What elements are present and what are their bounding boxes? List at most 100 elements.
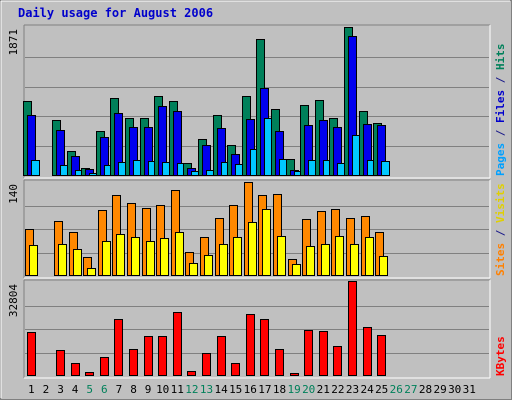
bar-kbytes-day-12 xyxy=(187,371,196,376)
x-tick-label-day-7: 7 xyxy=(116,383,123,396)
bar-visits-day-9 xyxy=(146,241,155,276)
x-tick-label-day-19: 19 xyxy=(287,383,300,396)
bar-kbytes-day-20 xyxy=(304,330,313,376)
bar-pages-day-1 xyxy=(31,160,40,176)
bar-kbytes-day-10 xyxy=(158,336,167,376)
bar-kbytes-day-11 xyxy=(173,312,182,376)
bar-kbytes-day-21 xyxy=(319,331,328,376)
bar-visits-day-11 xyxy=(175,232,184,276)
bar-kbytes-day-14 xyxy=(217,336,226,376)
panel-hits-files-pages: 1871 Pages / Files / Hits xyxy=(7,24,507,179)
bar-kbytes-day-24 xyxy=(363,327,372,376)
bar-visits-day-14 xyxy=(219,244,228,276)
x-tick-label-day-17: 17 xyxy=(258,383,271,396)
x-tick-label-day-15: 15 xyxy=(229,383,242,396)
legend-part: Pages xyxy=(494,143,507,176)
legend-part: Hits xyxy=(494,44,507,71)
bar-kbytes-day-9 xyxy=(144,336,153,376)
legend-part: / xyxy=(494,123,507,143)
x-tick-label-day-8: 8 xyxy=(130,383,137,396)
bar-kbytes-day-23 xyxy=(348,281,357,376)
bar-kbytes-day-7 xyxy=(114,319,123,376)
x-tick-label-day-26: 26 xyxy=(390,383,403,396)
x-tick-label-day-10: 10 xyxy=(156,383,169,396)
bar-visits-day-24 xyxy=(365,237,374,276)
legend-part: Files xyxy=(494,90,507,123)
legend-part: KBytes xyxy=(494,336,507,376)
bar-visits-day-23 xyxy=(350,244,359,276)
bar-kbytes-day-25 xyxy=(377,335,386,376)
bar-kbytes-day-5 xyxy=(85,372,94,376)
x-tick-label-day-1: 1 xyxy=(28,383,35,396)
x-tick-label-day-12: 12 xyxy=(185,383,198,396)
bar-kbytes-day-19 xyxy=(290,373,299,376)
x-axis: 1 2 3 4 5 6 7 8 9 10 11 12 13 14 15 16 17 18 19 20 21 22 23 24 2… xyxy=(28,383,476,396)
series-legend: Sites / Visits xyxy=(494,183,507,276)
x-tick-label-day-5: 5 xyxy=(86,383,93,396)
bar-kbytes-day-8 xyxy=(129,349,138,376)
bar-kbytes-day-15 xyxy=(231,363,240,376)
x-tick-label-day-3: 3 xyxy=(57,383,64,396)
x-tick-label-day-29: 29 xyxy=(433,383,446,396)
bar-visits-day-15 xyxy=(233,237,242,276)
y-max-label: 140 xyxy=(7,184,20,204)
bar-visits-day-6 xyxy=(102,241,111,276)
x-tick-label-day-4: 4 xyxy=(72,383,79,396)
bar-kbytes-day-6 xyxy=(100,357,109,376)
bar-visits-day-19 xyxy=(292,264,301,276)
bar-visits-day-4 xyxy=(73,249,82,276)
bar-visits-day-1 xyxy=(29,245,38,276)
x-tick-label-day-24: 24 xyxy=(360,383,374,396)
bar-pages-day-25 xyxy=(381,161,390,176)
x-tick-label-day-16: 16 xyxy=(244,383,257,396)
x-tick-label-day-30: 30 xyxy=(448,383,461,396)
x-tick-label-day-22: 22 xyxy=(331,383,344,396)
bar-visits-day-25 xyxy=(379,256,388,276)
bar-visits-day-10 xyxy=(160,238,169,276)
bar-visits-day-3 xyxy=(58,244,67,276)
x-tick-label-day-28: 28 xyxy=(419,383,432,396)
bar-kbytes-day-4 xyxy=(71,363,80,376)
bar-kbytes-day-3 xyxy=(56,350,65,376)
chart-panels: 1871 Pages / Files / Hits 140 Sites / Visit… xyxy=(7,24,507,379)
y-max-label: 1871 xyxy=(7,29,20,56)
x-tick-label-day-6: 6 xyxy=(101,383,108,396)
bar-kbytes-day-17 xyxy=(260,319,269,376)
legend-part: Sites xyxy=(494,243,507,276)
bar-kbytes-day-13 xyxy=(202,353,211,376)
bar-kbytes-day-22 xyxy=(333,346,342,376)
x-tick-label-day-9: 9 xyxy=(145,383,152,396)
panel-kbytes: 32804 KBytes xyxy=(7,279,507,379)
x-tick-label-day-25: 25 xyxy=(375,383,388,396)
bar-visits-day-5 xyxy=(87,268,96,276)
x-tick-label-day-14: 14 xyxy=(214,383,228,396)
x-tick-label-day-23: 23 xyxy=(346,383,359,396)
bar-kbytes-day-18 xyxy=(275,349,284,376)
bar-visits-day-13 xyxy=(204,255,213,276)
series-legend: Pages / Files / Hits xyxy=(494,44,507,177)
legend-part: / xyxy=(494,70,507,90)
bar-visits-day-17 xyxy=(262,209,271,276)
x-tick-label-day-20: 20 xyxy=(302,383,315,396)
bar-visits-day-16 xyxy=(248,222,257,276)
panel-visits-sites: 140 Sites / Visits xyxy=(7,179,507,279)
x-tick-label-day-27: 27 xyxy=(404,383,417,396)
legend-part: Visits xyxy=(494,183,507,223)
bar-visits-day-12 xyxy=(189,263,198,276)
x-tick-label-day-13: 13 xyxy=(200,383,213,396)
chart-title: Daily usage for August 2006 xyxy=(18,6,213,20)
x-tick-label-day-18: 18 xyxy=(273,383,286,396)
bar-kbytes-day-16 xyxy=(246,314,255,376)
x-tick-label-day-21: 21 xyxy=(317,383,330,396)
bar-visits-day-7 xyxy=(116,234,125,276)
bar-visits-day-21 xyxy=(321,244,330,276)
bar-kbytes-day-1 xyxy=(27,332,36,376)
series-legend: KBytes xyxy=(494,336,507,376)
legend-part: / xyxy=(494,223,507,243)
x-tick-label-day-11: 11 xyxy=(171,383,184,396)
bar-visits-day-18 xyxy=(277,236,286,276)
y-max-label: 32804 xyxy=(7,284,20,317)
bar-visits-day-22 xyxy=(335,236,344,276)
